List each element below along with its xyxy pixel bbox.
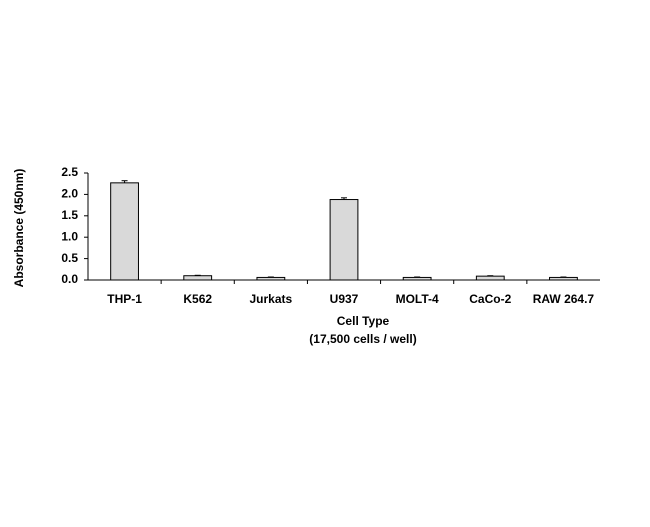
- x-tick-label: THP-1: [107, 292, 142, 306]
- y-tick-label: 0.0: [61, 272, 78, 286]
- y-tick-label: 0.5: [61, 251, 78, 265]
- x-axis-title: Cell Type: [337, 314, 390, 328]
- y-tick-label: 1.0: [61, 229, 78, 243]
- x-tick-label: U937: [330, 292, 359, 306]
- bar: [329, 199, 359, 281]
- error-bar: [341, 197, 347, 200]
- bar: [256, 276, 286, 281]
- bar: [110, 182, 139, 281]
- x-axis-subtitle: (17,500 cells / well): [309, 332, 416, 346]
- x-tick-label: MOLT-4: [396, 292, 439, 306]
- y-tick-label: 2.0: [61, 187, 78, 201]
- error-bar: [121, 180, 128, 183]
- bar: [475, 275, 505, 281]
- bar: [183, 275, 213, 281]
- x-tick-label: CaCo-2: [469, 292, 511, 306]
- y-tick-label: 2.5: [61, 165, 78, 179]
- x-tick-label: K562: [183, 292, 212, 306]
- y-axis-title: Absorbance (450nm): [12, 169, 26, 288]
- bar: [402, 276, 432, 281]
- bar: [549, 276, 578, 281]
- x-tick-label: Jurkats: [250, 292, 293, 306]
- y-tick-label: 1.5: [61, 208, 78, 222]
- x-tick-label: RAW 264.7: [533, 292, 595, 306]
